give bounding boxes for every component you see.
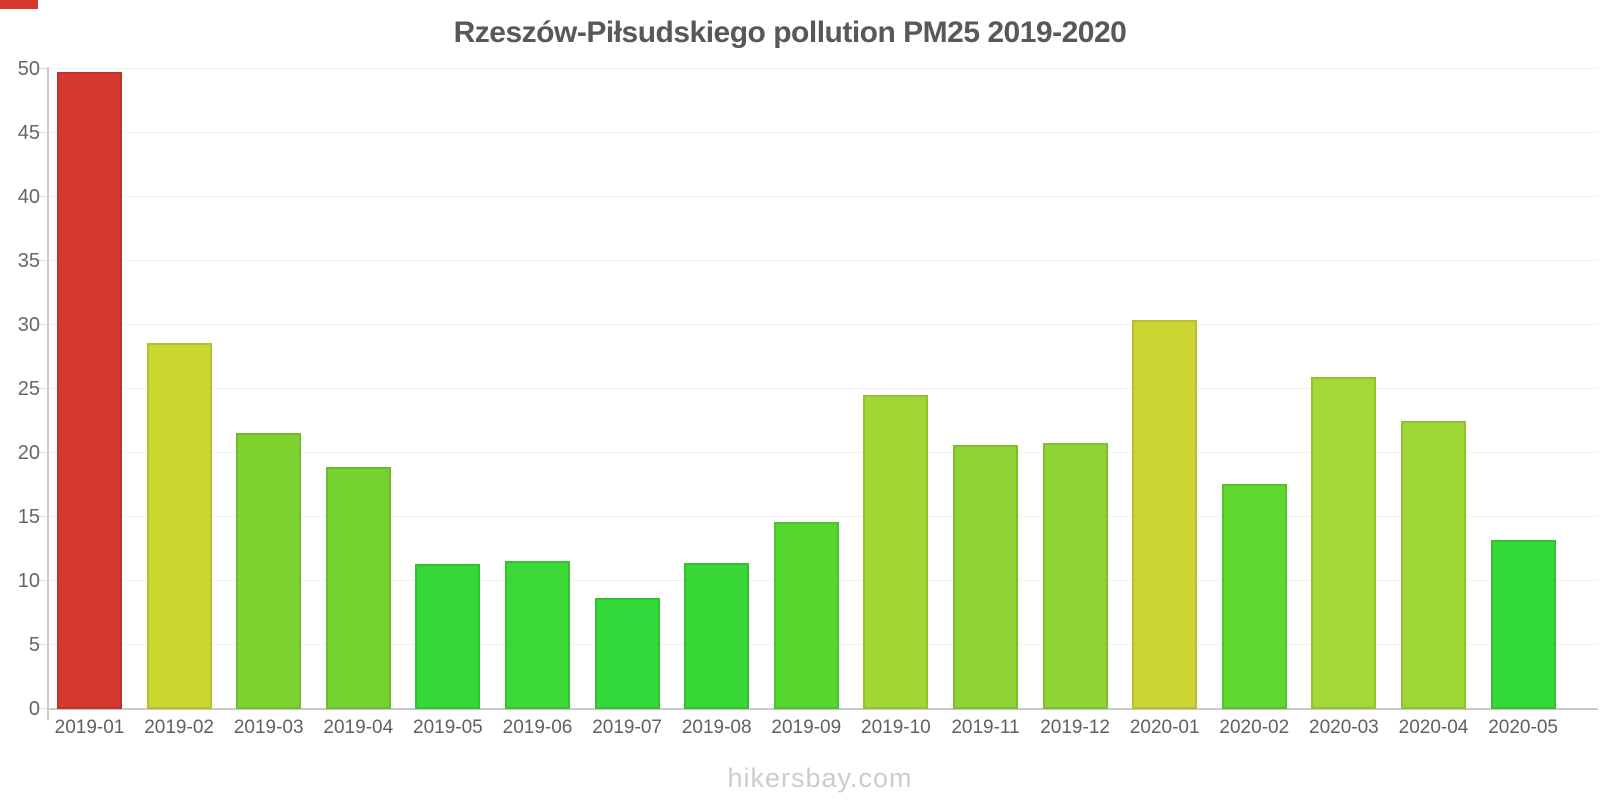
gridline-45 [47,132,1598,133]
x-axis-label-2019-11: 2019-11 [951,717,1020,738]
watermark-hikersbay: hikersbay.com [727,763,913,793]
y-axis-label-10: 10 [17,570,40,592]
x-axis-label-2019-07: 2019-07 [592,717,662,738]
bar-2019-01[interactable] [57,71,122,709]
x-axis-zero-tick [47,710,49,720]
x-axis-line [47,708,1598,710]
gridline-40 [47,196,1598,197]
bar-2019-07[interactable] [594,597,660,709]
y-axis-tick-35 [36,260,47,261]
x-axis-label-2019-03: 2019-03 [233,717,304,738]
bar-2019-09[interactable] [773,522,839,709]
x-axis-label-2019-04: 2019-04 [323,717,394,738]
y-axis-tick-15 [36,516,47,517]
x-axis-label-2019-09: 2019-09 [771,717,842,738]
bar-2020-02[interactable] [1221,483,1287,709]
y-axis-tick-0 [36,708,47,709]
x-axis-label-2019-06: 2019-06 [502,717,573,738]
y-axis-label-30: 30 [17,314,40,336]
y-axis-label-5: 5 [28,634,40,656]
y-axis-label-35: 35 [17,250,40,272]
y-axis-label-45: 45 [17,122,40,144]
y-axis-label-0: 0 [28,698,40,720]
bar-2020-03[interactable] [1311,377,1377,709]
x-axis-label-2019-02: 2019-02 [144,717,214,738]
x-axis-label-2020-02: 2020-02 [1219,717,1290,738]
gridline-30 [47,324,1598,325]
y-axis-tick-10 [36,580,47,581]
bar-2019-12[interactable] [1042,442,1108,709]
bar-2019-03[interactable] [236,432,302,709]
bar-2019-11[interactable] [953,445,1018,709]
gridline-25 [47,388,1598,389]
bar-2020-05[interactable] [1490,540,1556,709]
y-axis-tick-25 [36,388,47,389]
y-axis-line [47,67,49,709]
x-axis-label-2019-05: 2019-05 [413,717,483,738]
x-axis-label-2019-01: 2019-01 [54,717,125,738]
x-axis-label-2019-08: 2019-08 [681,717,752,738]
bar-2019-04[interactable] [325,467,391,709]
y-axis-label-15: 15 [17,506,40,528]
y-axis-tick-30 [36,324,47,325]
x-axis-label-2020-04: 2020-04 [1398,717,1469,738]
gridline-50 [47,68,1598,69]
bar-2020-01[interactable] [1132,319,1198,709]
x-axis-label-2020-01: 2020-01 [1129,717,1200,738]
y-axis-label-50: 50 [17,58,40,80]
bar-2019-10[interactable] [863,395,929,709]
y-axis-tick-45 [36,132,47,133]
bar-2019-02[interactable] [146,342,212,709]
x-axis-label-2020-03: 2020-03 [1309,717,1379,738]
y-axis-label-40: 40 [17,186,40,208]
y-axis-tick-5 [36,644,47,645]
y-axis-tick-50 [36,68,47,69]
y-axis-tick-40 [36,196,47,197]
y-axis-label-20: 20 [17,442,40,464]
x-axis-label-2019-12: 2019-12 [1040,717,1110,738]
corner-red-mark [0,0,38,9]
y-axis-tick-20 [36,452,47,453]
bar-2019-08[interactable] [684,563,750,709]
gridline-15 [47,516,1598,517]
y-axis-label-25: 25 [17,378,40,400]
bar-2019-05[interactable] [415,564,481,709]
x-axis-label-2019-10: 2019-10 [861,717,931,738]
bar-2020-04[interactable] [1401,421,1466,709]
gridline-20 [47,452,1598,453]
chart-title: Rzeszów-Piłsudskiego pollution PM25 2019… [453,16,1127,49]
x-axis-label-2020-05: 2020-05 [1488,717,1558,738]
bar-2019-06[interactable] [505,560,570,709]
gridline-35 [47,260,1598,261]
